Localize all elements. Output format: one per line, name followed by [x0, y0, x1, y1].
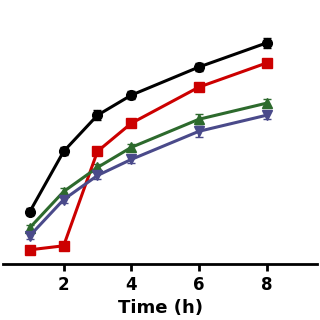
X-axis label: Time (h): Time (h) [117, 299, 203, 317]
